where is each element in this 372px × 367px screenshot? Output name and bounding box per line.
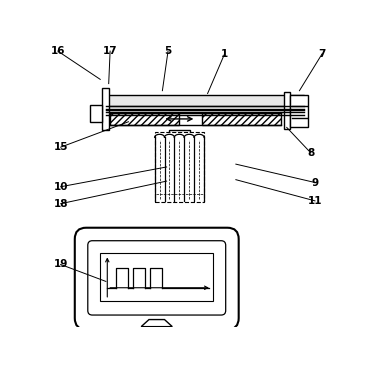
Bar (106, 95, 304, 106)
Text: 5: 5 (164, 46, 171, 56)
Bar (102, 88, 109, 130)
Bar (155, 132, 204, 202)
Bar (169, 130, 190, 149)
Text: 9: 9 (311, 178, 318, 188)
Text: 18: 18 (54, 199, 68, 209)
Text: 1: 1 (221, 49, 228, 59)
Bar (90, 105, 102, 122)
Bar (100, 253, 213, 301)
Bar (284, 92, 290, 129)
Text: 17: 17 (103, 46, 118, 56)
FancyBboxPatch shape (88, 241, 226, 315)
Text: 19: 19 (54, 259, 68, 269)
Bar (174, 137, 185, 147)
Bar (110, 113, 179, 124)
Text: 7: 7 (318, 49, 326, 59)
Polygon shape (141, 320, 172, 327)
Text: 8: 8 (307, 148, 314, 158)
Text: 16: 16 (51, 46, 65, 56)
Text: 15: 15 (54, 142, 68, 152)
Bar (290, 95, 308, 127)
Text: 10: 10 (54, 182, 68, 192)
FancyBboxPatch shape (75, 228, 239, 330)
Bar (202, 113, 281, 124)
Text: 11: 11 (308, 196, 322, 206)
